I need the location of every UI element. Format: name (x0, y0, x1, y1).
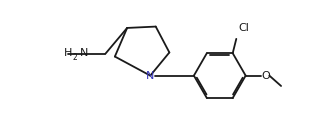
Text: 2: 2 (73, 53, 77, 62)
Text: H: H (64, 48, 73, 58)
Text: N: N (79, 48, 88, 58)
Text: N: N (146, 71, 155, 81)
Text: O: O (261, 71, 270, 81)
Text: Cl: Cl (238, 23, 249, 33)
